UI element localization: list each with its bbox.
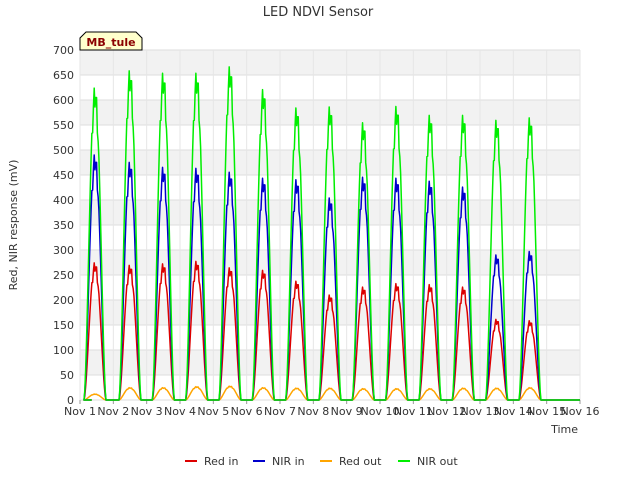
legend-label: Red in <box>204 455 238 468</box>
y-tick-label: 300 <box>53 244 74 257</box>
x-tick-label: Nov 15 <box>527 405 566 418</box>
plot-band <box>80 250 580 275</box>
x-tick-label: Nov 4 <box>164 405 196 418</box>
legend-label: Red out <box>339 455 382 468</box>
x-tick-label: Nov 9 <box>331 405 363 418</box>
y-tick-label: 650 <box>53 69 74 82</box>
x-tick-label: Nov 2 <box>97 405 129 418</box>
y-tick-label: 250 <box>53 269 74 282</box>
legend-item-nir-in: NIR in <box>253 455 305 468</box>
y-tick-label: 0 <box>67 394 74 407</box>
plot-band <box>80 50 580 75</box>
x-tick-label: Nov 1 <box>64 405 96 418</box>
x-tick-label: Nov 12 <box>427 405 466 418</box>
y-tick-label: 550 <box>53 119 74 132</box>
y-tick-label: 400 <box>53 194 74 207</box>
legend: Red in NIR in Red out NIR out <box>185 455 458 468</box>
y-tick-label: 100 <box>53 344 74 357</box>
y-tick-label: 50 <box>60 369 74 382</box>
x-tick-label: Nov 7 <box>264 405 296 418</box>
x-tick-label: Nov 8 <box>297 405 329 418</box>
x-tick-label: Nov 5 <box>197 405 229 418</box>
x-tick-label: Nov 11 <box>394 405 433 418</box>
x-tick-label: Nov 16 <box>561 405 600 418</box>
legend-label: NIR out <box>417 455 458 468</box>
site-badge-label: MB_tule <box>86 36 135 49</box>
y-tick-label: 450 <box>53 169 74 182</box>
plot-band <box>80 350 580 375</box>
legend-item-red-in: Red in <box>185 455 238 468</box>
y-tick-label: 350 <box>53 219 74 232</box>
x-tick-label: Nov 13 <box>461 405 500 418</box>
x-axis-ticks: Nov 1 Nov 2 Nov 3 Nov 4 Nov 5 Nov 6 Nov 7 Nov 8… <box>64 400 599 418</box>
x-tick-label: Nov 6 <box>231 405 263 418</box>
legend-item-red-out: Red out <box>320 455 382 468</box>
y-tick-label: 600 <box>53 94 74 107</box>
series-line-nir-out <box>83 66 580 401</box>
chart-title: LED NDVI Sensor <box>263 5 374 20</box>
x-axis-title: Time <box>550 423 578 436</box>
plot-band <box>80 150 580 175</box>
y-axis-title: Red, NIR response (mV) <box>7 160 20 291</box>
site-badge-shape <box>79 31 143 51</box>
x-tick-label: Nov 14 <box>494 405 533 418</box>
y-tick-label: 200 <box>53 294 74 307</box>
y-tick-label: 150 <box>53 319 74 332</box>
legend-item-nir-out: NIR out <box>398 455 458 468</box>
y-tick-label: 700 <box>53 44 74 57</box>
site-badge: MB_tule <box>79 31 143 51</box>
y-tick-label: 500 <box>53 144 74 157</box>
legend-label: NIR in <box>272 455 305 468</box>
y-axis-ticks: 0 50 100 150 200 250 300 350 400 450 500 550 600 650 7… <box>53 44 74 407</box>
x-tick-label: Nov 3 <box>131 405 163 418</box>
x-tick-label: Nov 10 <box>361 405 400 418</box>
series-layer <box>83 66 580 401</box>
